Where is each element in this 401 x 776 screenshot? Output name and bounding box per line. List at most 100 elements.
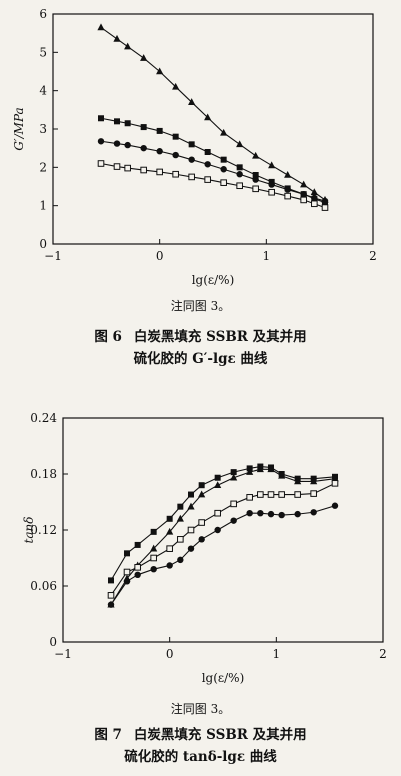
data-point-triangle (278, 471, 286, 479)
data-point-open-square (150, 554, 157, 562)
data-point-open-square (321, 204, 329, 211)
data-point-filled-circle (268, 181, 275, 188)
data-point-open-square (230, 500, 237, 508)
data-point-filled-square (204, 149, 211, 155)
data-point-filled-square (114, 118, 120, 125)
data-point-filled-circle (123, 578, 131, 585)
figure-note: 注同图 3。 (170, 299, 231, 313)
data-point-triangle (268, 161, 276, 169)
data-point-triangle (214, 481, 222, 488)
data-point-filled-square (252, 172, 259, 178)
data-point-filled-circle (172, 151, 179, 159)
data-point-filled-square (177, 503, 184, 510)
data-point-triangle (204, 113, 212, 121)
data-point-triangle (331, 474, 339, 482)
data-point-filled-square (124, 120, 131, 127)
data-point-open-square (284, 192, 291, 200)
caption-line1: 白炭黑填充 SSBR 及其并用 (133, 727, 307, 743)
x-tick-label: 2 (379, 647, 387, 661)
data-point-open-square (257, 491, 264, 498)
data-point-open-square (294, 491, 301, 498)
data-point-open-square (166, 545, 173, 552)
data-point-triangle (166, 527, 174, 535)
data-point-filled-circle (150, 566, 157, 573)
data-point-open-square (236, 182, 243, 190)
data-point-triangle (267, 465, 275, 473)
y-tick-label: 2 (39, 160, 47, 174)
data-point-open-square (268, 188, 275, 196)
data-point-filled-square (188, 141, 195, 148)
y-tick-label: 0.12 (30, 523, 57, 537)
data-point-filled-circle (188, 156, 195, 163)
data-point-filled-circle (107, 601, 115, 608)
data-point-filled-circle (257, 510, 264, 517)
caption-line2: 硫化胶的 G′-lgε 曲线 (133, 351, 268, 367)
data-point-filled-square (230, 469, 237, 476)
x-tick-label: 0 (156, 249, 164, 263)
data-point-triangle (176, 514, 184, 522)
data-point-triangle (236, 140, 244, 148)
series-line-filled-circle (100, 140, 326, 202)
y-tick-label: 3 (39, 122, 47, 136)
data-point-filled-circle (134, 571, 141, 578)
x-tick-label: −1 (54, 647, 72, 661)
data-point-triangle (246, 468, 254, 475)
data-point-triangle (150, 544, 158, 552)
plot-frame (62, 417, 384, 643)
data-point-filled-circle (331, 502, 339, 509)
data-point-filled-square (236, 164, 243, 171)
data-point-filled-circle (310, 509, 317, 516)
data-point-open-square (107, 592, 115, 599)
data-point-open-square (140, 166, 147, 174)
data-point-filled-circle (311, 194, 318, 202)
data-point-filled-square (150, 528, 157, 535)
data-point-triangle (124, 42, 132, 50)
data-point-triangle (220, 128, 228, 136)
data-point-open-square (97, 160, 105, 167)
data-point-open-square (300, 196, 307, 204)
data-point-filled-square (108, 577, 114, 584)
data-point-triangle (97, 23, 105, 31)
series-line-triangle (100, 26, 326, 201)
x-tick-label: 1 (263, 249, 271, 263)
series-line-triangle (110, 468, 336, 605)
y-tick-label: 0.18 (30, 467, 57, 481)
series-line-filled-square (100, 117, 326, 204)
x-tick-label: 2 (369, 249, 377, 263)
data-point-filled-square (172, 133, 179, 140)
data-point-open-square (156, 168, 163, 176)
data-point-filled-circle (220, 166, 227, 173)
caption-line2: 硫化胶的 tanδ-lgε 曲线 (124, 749, 277, 765)
data-point-filled-square (156, 127, 163, 134)
data-point-open-square (177, 536, 184, 543)
data-point-filled-circle (321, 197, 329, 205)
data-point-triangle (310, 188, 318, 196)
data-point-filled-circle (156, 148, 163, 155)
figure-note: 注同图 3。 (170, 702, 231, 716)
data-point-filled-circle (198, 536, 205, 543)
data-point-open-square (246, 494, 253, 501)
data-point-triangle (284, 171, 292, 178)
data-point-filled-circle (284, 186, 291, 193)
x-axis-label: lg(ε/%) (202, 671, 245, 685)
data-point-triangle (300, 180, 308, 188)
data-point-filled-circle (140, 144, 147, 152)
y-tick-label: 6 (39, 7, 47, 21)
data-point-filled-circle (267, 510, 275, 518)
data-point-filled-square (220, 156, 227, 163)
data-point-triangle (187, 502, 195, 510)
data-point-open-square (113, 163, 121, 170)
data-point-filled-circle (236, 171, 243, 178)
data-point-open-square (220, 179, 227, 186)
figure-caption: 图 6 白炭黑填充 SSBR 及其并用 硫化胶的 G′-lgε 曲线 (0, 326, 401, 370)
data-point-open-square (124, 164, 131, 172)
data-point-triangle (198, 490, 206, 498)
data-point-filled-circle (187, 545, 195, 552)
data-point-filled-circle (204, 161, 211, 168)
caption-number: 图 7 (94, 727, 122, 743)
y-tick-label: 4 (39, 84, 47, 98)
y-tick-label: 1 (39, 199, 47, 213)
data-point-open-square (310, 490, 317, 497)
